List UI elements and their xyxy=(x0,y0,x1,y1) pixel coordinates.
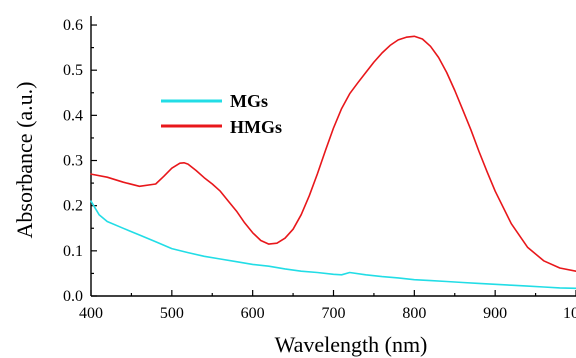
series-line-hmgs xyxy=(90,35,576,273)
y-tick-label: 0.5 xyxy=(63,62,83,79)
x-tick-label: 800 xyxy=(402,305,426,322)
x-tick-label: 600 xyxy=(241,305,265,322)
y-tick-label: 0.2 xyxy=(63,198,83,215)
y-tick-label: 0.3 xyxy=(63,153,83,170)
x-axis-title: Wavelength (nm) xyxy=(275,332,428,357)
legend-label-mgs: MGs xyxy=(230,91,268,111)
y-tick-label: 0.6 xyxy=(63,17,83,34)
y-tick-label: 0.4 xyxy=(63,107,83,124)
x-tick-label: 400 xyxy=(79,305,103,322)
series-line-mgs xyxy=(90,200,576,290)
x-tick-label: 700 xyxy=(322,305,346,322)
x-tick-label: 900 xyxy=(483,305,507,322)
x-tick-label: 500 xyxy=(160,305,184,322)
legend-label-hmgs: HMGs xyxy=(230,117,282,137)
x-tick-label: 10 xyxy=(563,305,576,322)
y-tick-label: 0.0 xyxy=(63,288,83,305)
y-tick-label: 0.1 xyxy=(63,243,83,260)
legend: MGs HMGs xyxy=(161,91,282,137)
y-axis-title: Absorbance (a.u.) xyxy=(12,82,37,239)
plot-area: 0.0 0.1 0.2 0.3 0.4 0.5 0.6 400 500 600 700 800 900 1… xyxy=(63,16,576,322)
